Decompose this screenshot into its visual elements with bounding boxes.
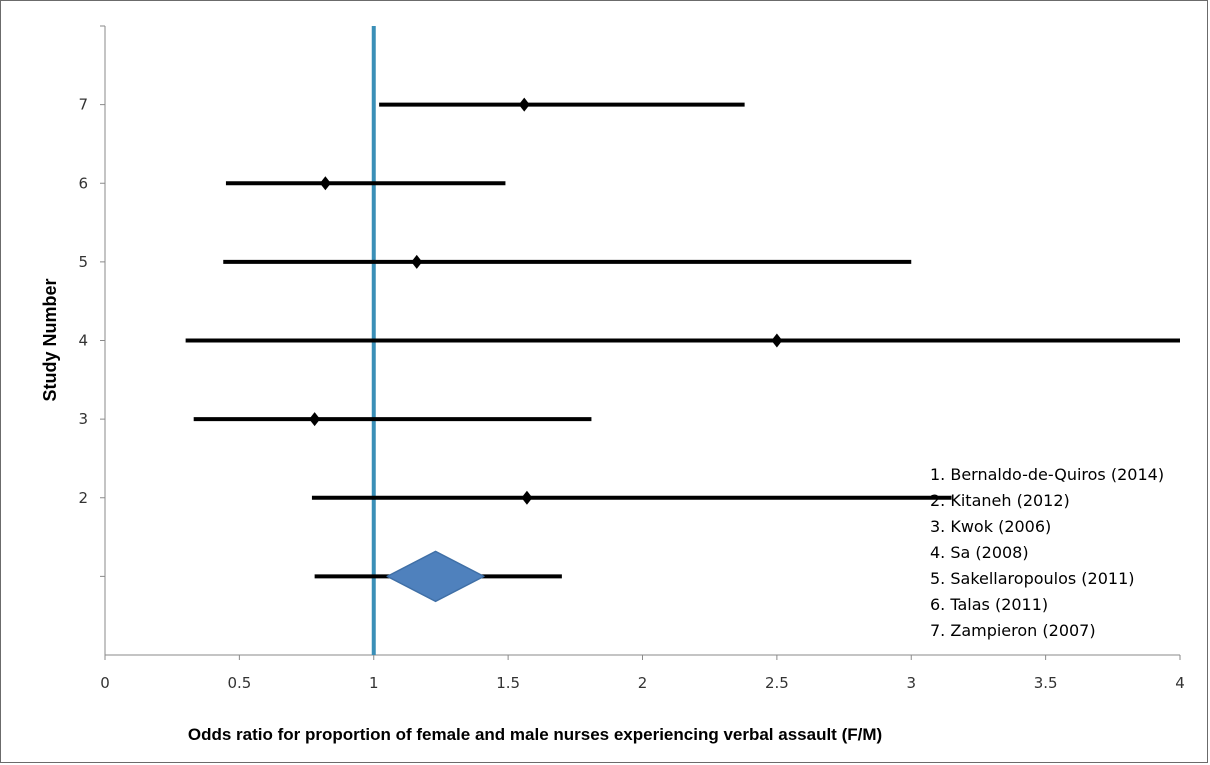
legend-item: 2. Kitaneh (2012) [930,491,1070,510]
x-tick-label: 0.5 [227,674,251,692]
x-tick-label: 2 [638,674,648,692]
x-tick-label: 1.5 [496,674,520,692]
legend-item: 4. Sa (2008) [930,543,1029,562]
x-axis-title: Odds ratio for proportion of female and … [188,725,882,744]
y-tick-label: 3 [78,410,88,428]
legend-item: 5. Sakellaropoulos (2011) [930,569,1135,588]
y-tick-label: 5 [78,253,88,271]
x-tick-label: 4 [1175,674,1185,692]
legend-item: 3. Kwok (2006) [930,517,1052,536]
y-tick-label: 4 [78,332,88,350]
study-point-estimate [521,490,533,505]
study-legend: 1. Bernaldo-de-Quiros (2014) 2. Kitaneh (… [930,462,1164,644]
x-tick-label: 0 [100,674,110,692]
tick-labels: 0 0.5 1 1.5 2 2.5 3 3.5 4 2 3 4 5 6 7 [78,96,1184,692]
axes [100,25,1181,660]
y-tick-label: 6 [78,174,88,192]
x-tick-label: 2.5 [765,674,789,692]
study-point-estimate [411,254,423,269]
study-point-estimate [309,412,321,427]
legend-item: 7. Zampieron (2007) [930,621,1096,640]
legend-item: 6. Talas (2011) [930,595,1049,614]
pooled-estimate-diamond [386,550,485,603]
y-tick-label: 7 [78,96,88,114]
study-point-estimate [518,97,530,112]
y-tick-label: 2 [78,489,88,507]
x-tick-label: 3.5 [1034,674,1058,692]
legend-item: 1. Bernaldo-de-Quiros (2014) [930,465,1165,484]
study-point-estimate [771,333,783,348]
y-axis-title: Study Number [40,278,60,401]
x-tick-label: 3 [906,674,916,692]
plot-marks [185,26,1180,655]
x-tick-label: 1 [369,674,379,692]
study-point-estimate [319,176,331,191]
